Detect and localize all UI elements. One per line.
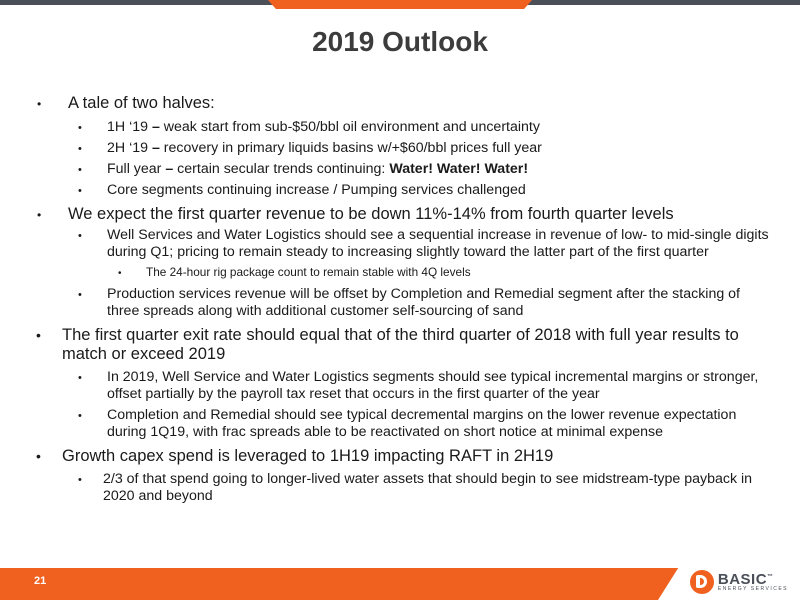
sub-bullet-2h19: • 2H ‘19 – recovery in primary liquids b… [78, 140, 542, 156]
sub-bullet-water-assets: • 2/3 of that spend going to longer-live… [78, 471, 753, 504]
bullet-dot: • [78, 122, 82, 134]
bullet-tale-of-two-halves: • A tale of two halves: [37, 94, 215, 112]
footer-divider [0, 564, 800, 568]
sub-bullet-incremental-margins: • In 2019, Well Service and Water Logist… [78, 369, 759, 402]
slide-title: 2019 Outlook [312, 26, 488, 57]
page-number: 21 [34, 575, 47, 587]
bullet-dot: • [118, 268, 122, 279]
sub-bullet-production-services: • Production services revenue will be of… [78, 286, 740, 319]
bullet-dot: • [78, 289, 82, 301]
bullet-dot: • [36, 327, 41, 343]
sub-bullet-well-services: • Well Services and Water Logistics shou… [78, 227, 769, 260]
logo-tagline: ENERGY SERVICES [717, 586, 788, 592]
slide-body: • A tale of two halves: • 1H ‘19 – weak … [0, 94, 800, 509]
company-logo: BASIC™ ENERGY SERVICES [689, 569, 788, 595]
logo-wordmark: BASIC™ [717, 571, 774, 588]
bullet-dot: • [78, 185, 82, 197]
bullet-dot: • [78, 230, 82, 242]
footer-logo-panel: BASIC™ ENERGY SERVICES [658, 564, 800, 600]
bullet-dot: • [37, 208, 42, 222]
logo-b-icon [689, 570, 714, 594]
sub-bullet-core-segments: • Core segments continuing increase / Pu… [78, 182, 526, 198]
bullet-dot: • [36, 448, 41, 464]
bullet-dot: • [78, 143, 82, 155]
bullet-dot: • [78, 372, 82, 384]
bullet-dot: • [78, 164, 82, 176]
bullet-dot: • [78, 410, 82, 422]
top-accent-tab [268, 0, 532, 9]
bullet-dot: • [37, 97, 42, 111]
sub-bullet-decremental-margins: • Completion and Remedial should see typ… [78, 407, 737, 440]
footer-bar: 21 BASIC™ ENERGY SERVICES [0, 564, 800, 600]
sub-sub-bullet-rig-package: • The 24-hour rig package count to remai… [0, 264, 800, 281]
bullet-dot: • [78, 474, 82, 486]
bullet-growth-capex: • Growth capex spend is leveraged to 1H1… [36, 447, 554, 465]
bullet-exit-rate: • The first quarter exit rate should equ… [36, 326, 739, 363]
bullet-first-quarter-revenue: • We expect the first quarter revenue to… [37, 205, 674, 223]
sub-bullet-full-year: • Full year – certain secular trends con… [78, 161, 529, 177]
sub-bullet-1h19: • 1H ‘19 – weak start from sub-$50/bbl o… [78, 119, 540, 135]
